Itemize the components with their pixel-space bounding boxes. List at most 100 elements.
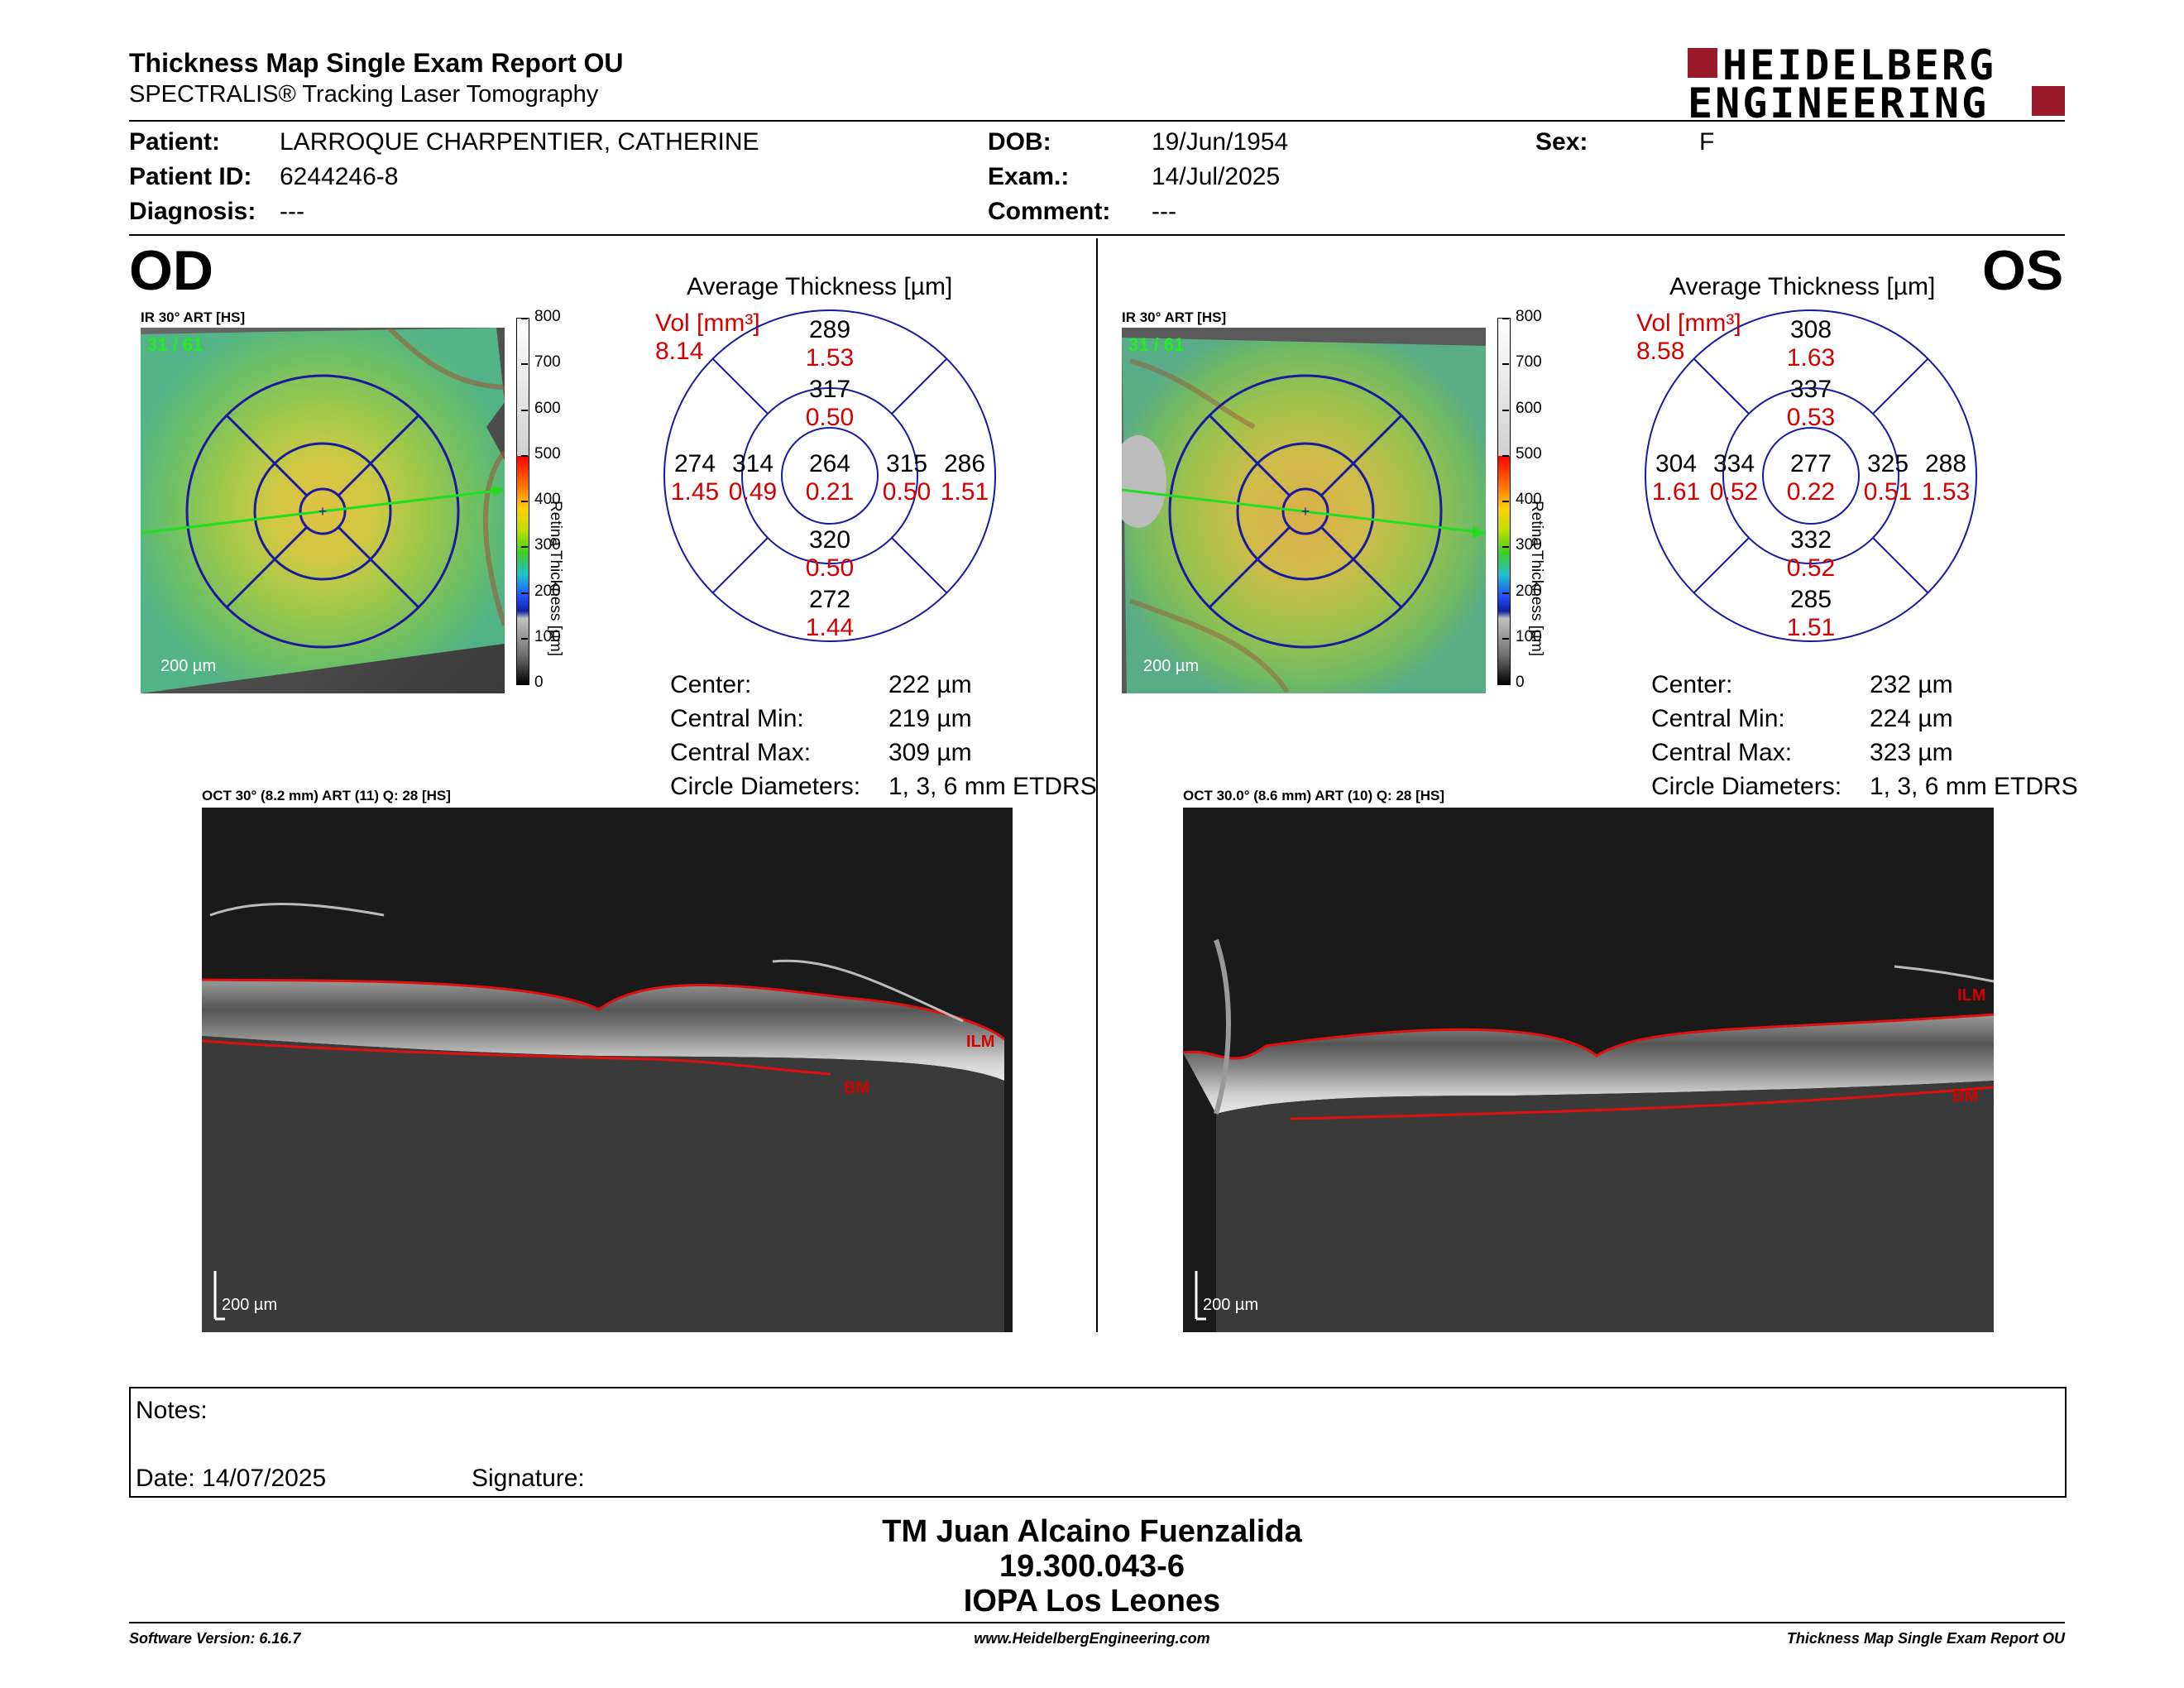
signature-institution: IOPA Los Leones xyxy=(963,1584,1221,1618)
os-colorbar-title: Retina Thickness [µm] xyxy=(1528,501,1545,656)
od-sector-inner-nas-vol: 0.50 xyxy=(882,478,932,506)
colorbar-tick-mark xyxy=(521,637,528,640)
os-sector-outer-temp: 304 xyxy=(1655,450,1698,477)
report-subtitle: SPECTRALIS® Tracking Laser Tomography xyxy=(129,81,599,108)
notes-date: Date: 14/07/2025 xyxy=(136,1465,327,1492)
od-circ-value: 1, 3, 6 mm ETDRS xyxy=(888,773,1097,800)
colorbar-tick: 200 xyxy=(1516,582,1542,600)
signature-id: 19.300.043-6 xyxy=(999,1549,1185,1584)
os-circ-value: 1, 3, 6 mm ETDRS xyxy=(1870,773,2078,800)
od-vol-label: Vol [mm³] xyxy=(655,309,760,337)
od-oct-bscan xyxy=(202,808,1013,1332)
os-thickness-map: + xyxy=(1122,328,1486,693)
od-oct-scale: 200 µm xyxy=(222,1296,278,1314)
colorbar-tick: 600 xyxy=(1516,399,1542,417)
colorbar-tick: 300 xyxy=(1516,536,1542,554)
od-sector-inner-inf: 320 xyxy=(808,526,851,554)
colorbar-tick-mark xyxy=(1502,409,1509,411)
od-center-value: 222 µm xyxy=(888,671,972,698)
od-fundus-scale: 200 µm xyxy=(160,657,217,675)
od-sector-inner-sup-vol: 0.50 xyxy=(805,404,855,431)
colorbar-tick-mark xyxy=(1502,318,1509,319)
od-oct-label: OCT 30° (8.2 mm) ART (11) Q: 28 [HS] xyxy=(202,788,451,803)
od-sector-outer-sup-vol: 1.53 xyxy=(805,344,855,372)
od-circ-label: Circle Diameters: xyxy=(670,773,861,800)
os-sector-inner-inf-vol: 0.52 xyxy=(1786,554,1836,582)
od-eye-label: OD xyxy=(129,239,213,302)
od-min-label: Central Min: xyxy=(670,705,804,732)
colorbar-tick-mark xyxy=(521,318,528,319)
od-sector-outer-nas: 286 xyxy=(943,450,986,477)
od-etdrs-grid xyxy=(185,374,460,649)
colorbar-tick: 0 xyxy=(1516,674,1525,691)
os-sector-center: 277 xyxy=(1789,450,1832,477)
colorbar-tick-mark xyxy=(1502,363,1509,366)
od-max-value: 309 µm xyxy=(888,739,972,766)
od-sector-outer-nas-vol: 1.51 xyxy=(940,478,989,506)
os-sector-outer-sup: 308 xyxy=(1789,316,1832,343)
os-bm-label: BM xyxy=(1952,1087,1979,1105)
os-oct-bscan xyxy=(1183,808,1994,1332)
od-sector-outer-inf: 272 xyxy=(808,586,851,613)
os-sector-outer-nas: 288 xyxy=(1924,450,1967,477)
os-center-label: Center: xyxy=(1651,671,1733,698)
od-ilm-label: ILM xyxy=(966,1033,995,1051)
os-sector-outer-nas-vol: 1.53 xyxy=(1921,478,1971,506)
colorbar-tick: 700 xyxy=(534,353,561,372)
comment-label: Comment: xyxy=(988,198,1111,225)
os-sector-outer-temp-vol: 1.61 xyxy=(1651,478,1701,506)
os-sector-inner-temp: 334 xyxy=(1712,450,1755,477)
os-sector-outer-sup-vol: 1.63 xyxy=(1786,344,1836,372)
od-colorbar-title: Retina Thickness [µm] xyxy=(547,501,564,656)
notes-box[interactable] xyxy=(129,1387,2067,1498)
colorbar-tick-mark xyxy=(1502,546,1509,549)
od-sector-inner-temp: 314 xyxy=(731,450,774,477)
od-avg-title: Average Thickness [µm] xyxy=(687,273,953,300)
signature-name: TM Juan Alcaino Fuenzalida xyxy=(882,1514,1302,1549)
colorbar-tick-mark xyxy=(521,409,528,411)
os-oct-scale: 200 µm xyxy=(1203,1296,1259,1314)
od-vol-value: 8.14 xyxy=(655,338,704,365)
patient-label: Patient: xyxy=(129,128,221,156)
colorbar-tick: 600 xyxy=(534,399,561,417)
os-scan-line xyxy=(1122,488,1486,535)
svg-text:+: + xyxy=(318,503,328,520)
os-vol-value: 8.58 xyxy=(1636,338,1685,365)
os-sector-inner-temp-vol: 0.52 xyxy=(1709,478,1759,506)
colorbar-tick: 500 xyxy=(1516,444,1542,463)
dob-value: 19/Jun/1954 xyxy=(1152,128,1289,156)
colorbar-tick-mark xyxy=(521,592,528,594)
eye-divider xyxy=(1096,238,1098,1332)
software-version: Software Version: 6.16.7 xyxy=(129,1630,301,1647)
colorbar-tick: 100 xyxy=(1516,627,1542,645)
os-sector-inner-sup: 337 xyxy=(1789,376,1832,403)
os-sector-outer-inf: 285 xyxy=(1789,586,1832,613)
od-sector-outer-temp-vol: 1.45 xyxy=(670,478,720,506)
os-sector-inner-sup-vol: 0.53 xyxy=(1786,404,1836,431)
os-eye-label: OS xyxy=(1982,239,2064,302)
exam-value: 14/Jul/2025 xyxy=(1152,163,1281,190)
os-sector-center-vol: 0.22 xyxy=(1786,478,1836,506)
os-vol-label: Vol [mm³] xyxy=(1636,309,1741,337)
colorbar-tick-mark xyxy=(521,454,528,457)
od-sector-center-vol: 0.21 xyxy=(805,478,855,506)
od-frames: 31 / 61 xyxy=(147,334,204,355)
colorbar-tick: 0 xyxy=(534,674,544,691)
os-max-value: 323 µm xyxy=(1870,739,1953,766)
colorbar-tick: 200 xyxy=(534,582,561,600)
website-link[interactable]: www.HeidelbergEngineering.com xyxy=(974,1630,1210,1647)
colorbar-tick: 500 xyxy=(534,444,561,463)
colorbar-tick-mark xyxy=(1502,454,1509,457)
od-thickness-map: + xyxy=(141,328,505,693)
os-avg-title: Average Thickness [µm] xyxy=(1669,273,1936,300)
colorbar-tick-mark xyxy=(521,363,528,366)
os-min-value: 224 µm xyxy=(1870,705,1953,732)
os-max-label: Central Max: xyxy=(1651,739,1793,766)
od-max-label: Central Max: xyxy=(670,739,812,766)
colorbar-tick-mark xyxy=(521,501,528,502)
os-sector-outer-inf-vol: 1.51 xyxy=(1786,614,1836,641)
report-title: Thickness Map Single Exam Report OU xyxy=(129,48,624,78)
colorbar-tick: 300 xyxy=(534,536,561,554)
os-fundus-scale: 200 µm xyxy=(1143,657,1200,675)
footer-report-name: Thickness Map Single Exam Report OU xyxy=(1786,1630,2065,1647)
